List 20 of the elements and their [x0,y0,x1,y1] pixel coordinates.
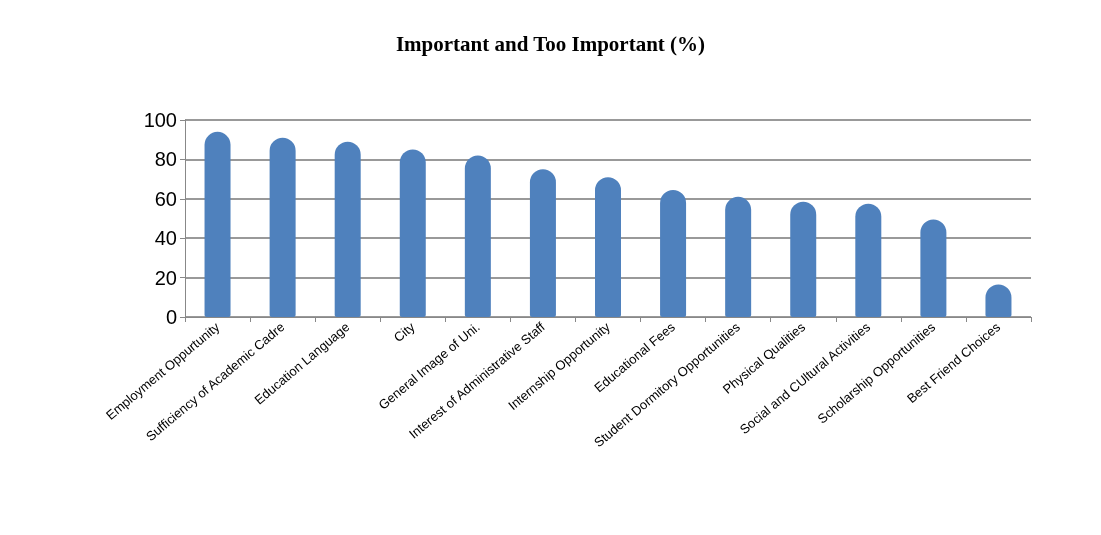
bar [725,196,752,317]
bar [269,137,296,317]
bar [334,141,361,317]
bar [204,131,231,317]
bar [595,177,621,317]
bar [399,149,426,317]
x-tick-label: City [390,318,418,346]
bar [855,203,882,317]
y-tick-label: 100 [143,109,177,131]
y-tick-label: 20 [154,266,177,289]
chart-title: Important and Too Important (%) [395,31,706,56]
y-tick-label: 80 [154,148,177,171]
bar [529,169,556,317]
bar [660,189,687,317]
y-tick-label: 60 [154,187,177,210]
bar [790,201,817,317]
y-tick-label: 0 [165,306,177,328]
bar [464,155,491,317]
y-tick-label: 40 [154,227,177,250]
bar [920,219,947,317]
